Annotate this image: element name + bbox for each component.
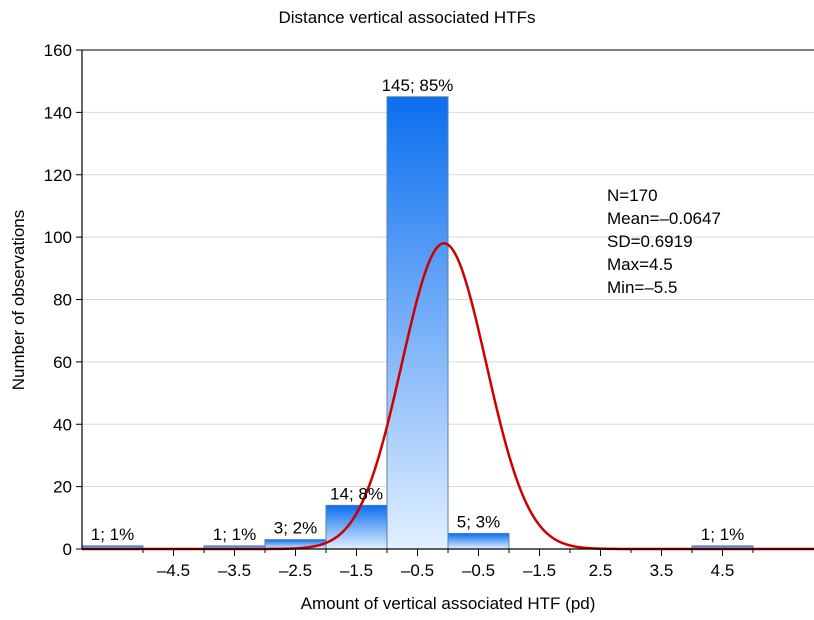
- x-tick-label: –3.5: [218, 561, 251, 580]
- stat-max: Max=4.5: [607, 255, 673, 274]
- bar-value-label: 145; 85%: [382, 76, 454, 95]
- bar-labels: 1; 1% 1; 1% 3; 2% 14; 8% 145; 85% 5; 3% 1; 1%: [91, 76, 744, 544]
- bar-value-label: 1; 1%: [701, 525, 744, 544]
- y-tick-label: 20: [53, 478, 72, 497]
- histogram-bar: [447, 532, 510, 550]
- y-tick-label: 140: [44, 103, 72, 122]
- stat-n: N=170: [607, 186, 658, 205]
- x-tick-label: 4.5: [711, 561, 735, 580]
- bar-value-label: 14; 8%: [330, 484, 383, 503]
- stat-min: Min=–5.5: [607, 278, 678, 297]
- histogram-bars: [81, 96, 754, 550]
- y-tick-label: 40: [53, 415, 72, 434]
- x-tick-label: –4.5: [157, 561, 190, 580]
- x-axis-label: Amount of vertical associated HTF (pd): [300, 594, 596, 613]
- histogram-bar: [386, 96, 449, 550]
- axes: 0 20 40 60 80 100 120 140 160 –4.5 –3.5 –2.5 –1.5 –0.…: [44, 41, 814, 580]
- bar-value-label: 1; 1%: [213, 525, 256, 544]
- bar-value-label: 5; 3%: [457, 512, 500, 531]
- y-axis-label: Number of observations: [9, 209, 28, 391]
- x-tick-label: 2.5: [589, 561, 613, 580]
- y-tick-label: 100: [44, 228, 72, 247]
- x-tick-label: –2.5: [279, 561, 312, 580]
- x-tick-label: –1.5: [340, 561, 373, 580]
- bar-value-label: 1; 1%: [91, 525, 134, 544]
- y-tick-label: 80: [53, 291, 72, 310]
- x-tick-label: –0.5: [401, 561, 434, 580]
- y-tick-label: 0: [63, 540, 72, 559]
- x-tick-label: –0.5: [462, 561, 495, 580]
- stat-sd: SD=0.6919: [607, 232, 693, 251]
- x-tick-label: 3.5: [650, 561, 674, 580]
- y-tick-label: 160: [44, 41, 72, 60]
- chart-title: Distance vertical associated HTFs: [278, 8, 536, 27]
- x-tick-label: –1.5: [523, 561, 556, 580]
- y-tick-label: 120: [44, 166, 72, 185]
- y-tick-label: 60: [53, 353, 72, 372]
- stat-mean: Mean=–0.0647: [607, 209, 721, 228]
- bar-value-label: 3; 2%: [274, 519, 317, 538]
- stats-box: N=170 Mean=–0.0647 SD=0.6919 Max=4.5 Min…: [607, 184, 721, 299]
